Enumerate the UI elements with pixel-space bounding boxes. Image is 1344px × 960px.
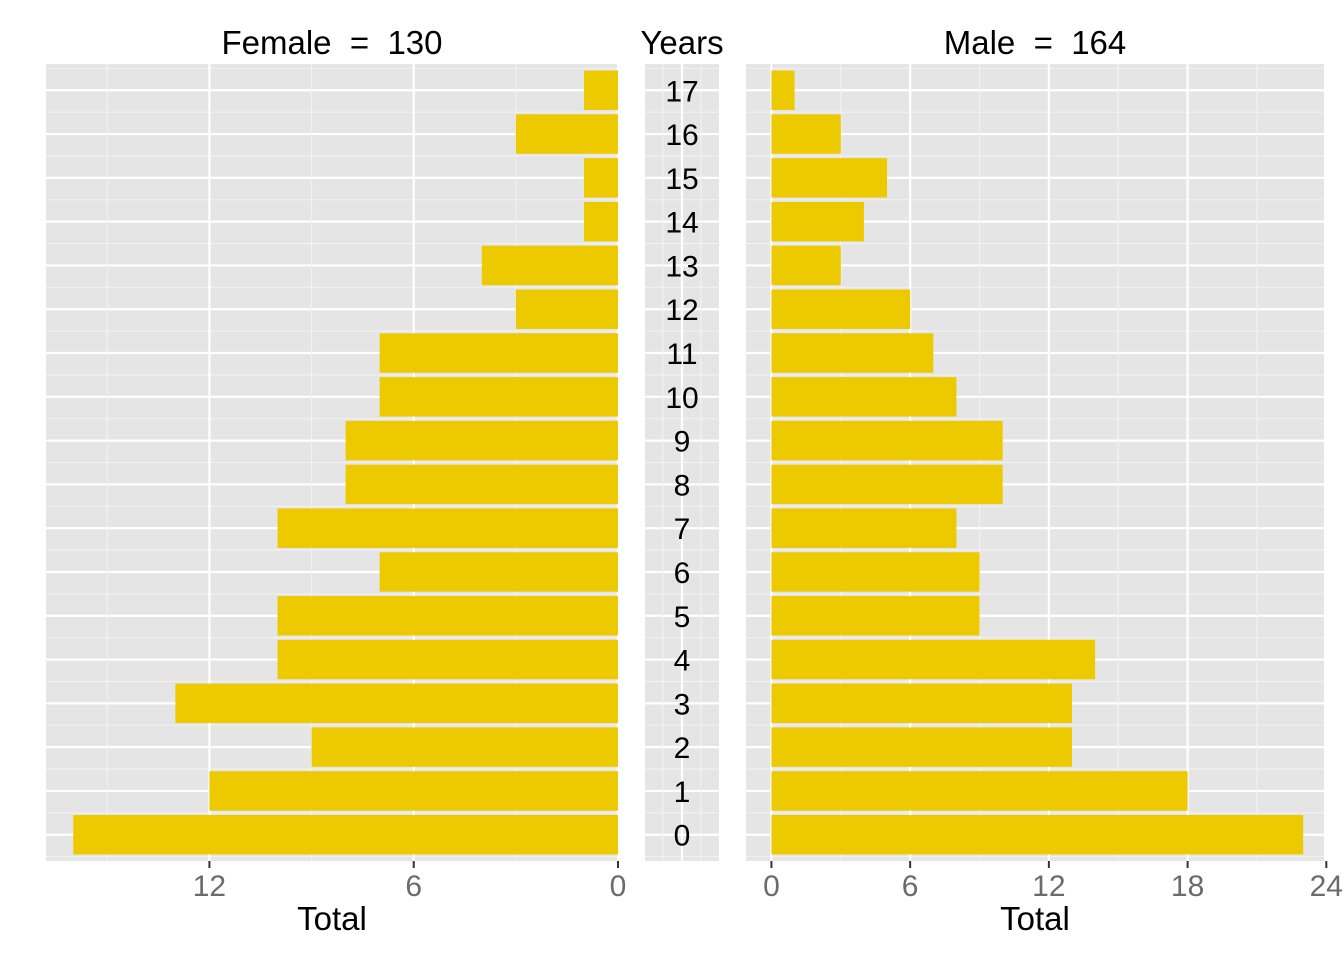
male-panel-title: Male = 164 [944,24,1127,61]
years-panel-title: Years [640,24,723,61]
female-x-axis-title: Total [297,900,367,937]
male-x-ticks: 0 6 12 18 24 [763,861,1343,903]
female-bar-17 [583,70,618,110]
male-bars [771,70,1304,855]
year-label-11: 11 [666,338,697,371]
female-bar-3 [175,683,618,724]
year-label-9: 9 [674,426,691,459]
female-bar-14 [583,201,618,242]
year-label-16: 16 [665,119,698,152]
year-label-17: 17 [665,75,698,108]
year-label-3: 3 [674,688,691,721]
female-tick-label: 12 [193,870,226,903]
year-label-5: 5 [674,601,691,634]
male-tick-label: 24 [1310,870,1343,903]
male-bar-7 [771,508,957,548]
male-bar-14 [771,201,864,242]
female-bar-7 [277,508,618,548]
female-bar-5 [277,596,618,636]
female-bar-16 [515,114,618,154]
female-panel: 12 6 0 Female = 130 Total [46,24,626,937]
female-bar-10 [379,377,618,417]
male-bar-3 [771,683,1072,724]
female-bar-11 [379,333,618,373]
female-tick-label: 0 [610,870,627,903]
female-bar-1 [209,771,618,811]
female-bars [73,70,618,855]
male-bar-5 [771,596,980,636]
male-panel: 0 6 12 18 24 Male = 164 Total [746,24,1343,937]
male-bar-17 [771,70,795,110]
year-label-13: 13 [665,250,698,283]
male-bar-9 [771,420,1003,461]
female-bar-0 [73,815,618,855]
male-tick-label: 12 [1032,870,1065,903]
male-bar-11 [771,333,934,373]
female-bar-6 [379,552,618,592]
male-bar-1 [771,771,1188,811]
male-x-axis-title: Total [1000,900,1070,937]
male-bar-6 [771,552,980,592]
male-bar-10 [771,377,957,417]
female-bar-13 [481,245,618,286]
year-label-2: 2 [674,732,691,765]
year-label-4: 4 [674,645,691,678]
year-label-1: 1 [674,776,691,809]
female-bar-12 [515,289,618,329]
male-bar-13 [771,245,841,286]
female-panel-title: Female = 130 [221,24,442,61]
male-tick-label: 18 [1171,870,1204,903]
male-bar-12 [771,289,911,329]
year-label-15: 15 [665,163,698,196]
female-bar-9 [345,420,618,461]
female-bar-2 [311,727,618,767]
year-label-12: 12 [665,294,698,327]
year-label-6: 6 [674,557,691,590]
male-tick-label: 6 [902,870,919,903]
male-tick-label: 0 [763,870,780,903]
female-bar-15 [583,158,618,198]
year-label-8: 8 [674,469,691,502]
male-bar-15 [771,158,888,198]
year-label-7: 7 [674,513,691,546]
year-label-14: 14 [665,207,698,240]
year-label-0: 0 [674,820,691,853]
male-bar-0 [771,815,1304,855]
female-bar-8 [345,464,618,505]
female-x-ticks: 12 6 0 [193,861,627,903]
male-bar-8 [771,464,1003,505]
years-gridlines [645,64,719,861]
male-bar-2 [771,727,1072,767]
female-bar-4 [277,639,618,680]
male-bar-4 [771,639,1096,680]
female-tick-label: 6 [405,870,422,903]
year-label-10: 10 [665,382,698,415]
male-bar-16 [771,114,841,154]
